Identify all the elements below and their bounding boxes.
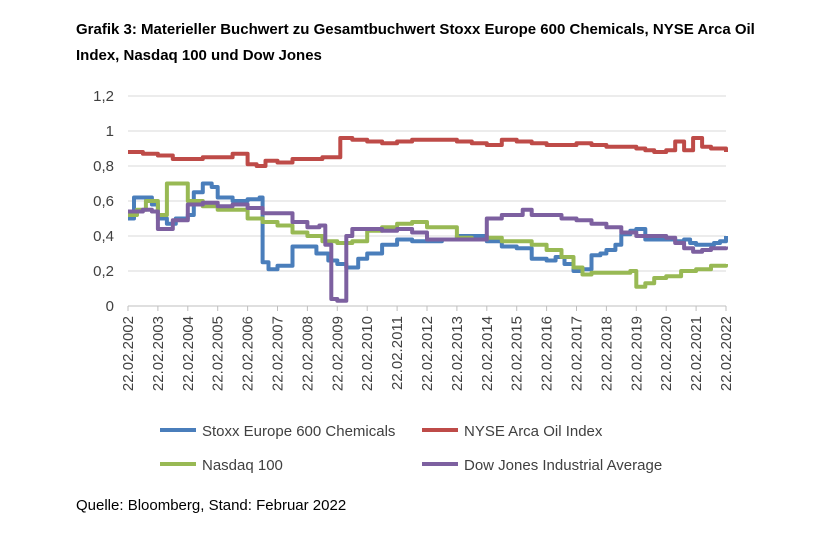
- x-tick-label: 22.02.2019: [628, 316, 645, 391]
- series-lines: [128, 136, 728, 303]
- x-tick-label: 22.02.2006: [240, 316, 257, 391]
- y-tick-label: 0,6: [93, 193, 114, 210]
- x-tick-label: 22.02.2008: [299, 316, 316, 391]
- x-tick-label: 22.02.2021: [688, 316, 705, 391]
- legend: Stoxx Europe 600 Chemicals NYSE Arca Oil …: [160, 423, 662, 474]
- x-tick-label: 22.02.2011: [389, 316, 406, 390]
- x-tick-label: 22.02.2015: [509, 316, 526, 391]
- x-tick-label: 22.02.2010: [359, 316, 376, 391]
- x-tick-label: 22.02.2016: [539, 316, 556, 391]
- x-tick-label: 22.02.2002: [120, 316, 137, 391]
- x-tick-label: 22.02.2013: [449, 316, 466, 391]
- legend-label: Stoxx Europe 600 Chemicals: [202, 423, 395, 440]
- series-line-3: [128, 200, 728, 303]
- legend-label: Nasdaq 100: [202, 457, 283, 474]
- legend-label: NYSE Arca Oil Index: [464, 423, 603, 440]
- y-tick-label: 0,8: [93, 158, 114, 175]
- x-tick-label: 22.02.2014: [479, 316, 496, 391]
- chart-title: Grafik 3: Materieller Buchwert zu Gesamt…: [76, 21, 755, 64]
- x-tick-label: 22.02.2020: [658, 316, 675, 391]
- x-tick-labels: 22.02.2002 22.02.2003 22.02.2004 22.02.2005…: [120, 316, 735, 391]
- x-tick-label: 22.02.2005: [210, 316, 227, 391]
- x-tick-label: 22.02.2004: [180, 316, 197, 391]
- y-tick-label: 0: [106, 298, 114, 315]
- x-tick-label: 22.02.2022: [718, 316, 735, 391]
- x-tick-label: 22.02.2012: [419, 316, 436, 391]
- x-tick-label: 22.02.2007: [270, 316, 287, 391]
- x-axis: [127, 305, 727, 311]
- y-tick-label: 1: [106, 123, 114, 140]
- y-tick-label: 0,4: [93, 228, 114, 245]
- x-tick-label: 22.02.2009: [329, 316, 346, 391]
- y-axis: 0 0,2 0,4 0,6 0,8 1 1,2: [93, 88, 114, 315]
- y-tick-label: 1,2: [93, 88, 114, 105]
- x-tick-label: 22.02.2018: [598, 316, 615, 391]
- series-line-1: [128, 136, 728, 168]
- y-tick-label: 0,2: [93, 263, 114, 280]
- legend-label: Dow Jones Industrial Average: [464, 457, 662, 474]
- source-note: Quelle: Bloomberg, Stand: Februar 2022: [76, 497, 347, 514]
- grid: [128, 95, 726, 272]
- x-tick-label: 22.02.2017: [569, 316, 586, 391]
- x-tick-label: 22.02.2003: [150, 316, 167, 391]
